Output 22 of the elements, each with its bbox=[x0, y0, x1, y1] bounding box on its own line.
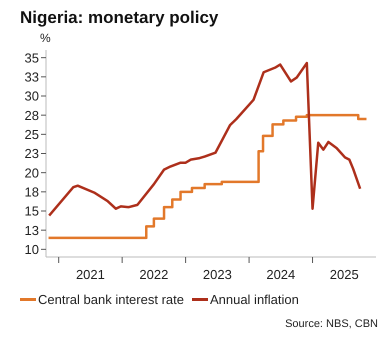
y-tick-label: 10 bbox=[24, 242, 39, 257]
y-tick-label: 15 bbox=[24, 204, 39, 219]
y-tick-label: 33 bbox=[24, 69, 39, 84]
x-tick-label: 2023 bbox=[202, 267, 232, 282]
y-tick-label: 23 bbox=[24, 146, 39, 162]
legend-label: Central bank interest rate bbox=[37, 292, 184, 307]
y-tick-label: 13 bbox=[24, 222, 39, 238]
y-axis-title: % bbox=[40, 31, 51, 45]
x-tick-label: 2025 bbox=[330, 267, 359, 282]
y-tick-label: 20 bbox=[24, 165, 39, 180]
y-tick-label: 18 bbox=[24, 184, 39, 200]
x-tick-label: 2022 bbox=[139, 267, 168, 282]
x-tick-label: 2024 bbox=[266, 267, 296, 282]
chart-title: Nigeria: monetary policy bbox=[20, 8, 218, 28]
legend-label: Annual inflation bbox=[208, 292, 299, 307]
x-tick-label: 2021 bbox=[76, 267, 105, 282]
y-tick-label: 28 bbox=[24, 108, 39, 123]
y-tick-label: 30 bbox=[24, 88, 39, 104]
y-tick-label: 25 bbox=[24, 126, 39, 142]
line-series bbox=[48, 62, 362, 217]
y-tick-label: 35 bbox=[24, 50, 39, 66]
source-note: Source: NBS, CBN bbox=[285, 318, 378, 330]
